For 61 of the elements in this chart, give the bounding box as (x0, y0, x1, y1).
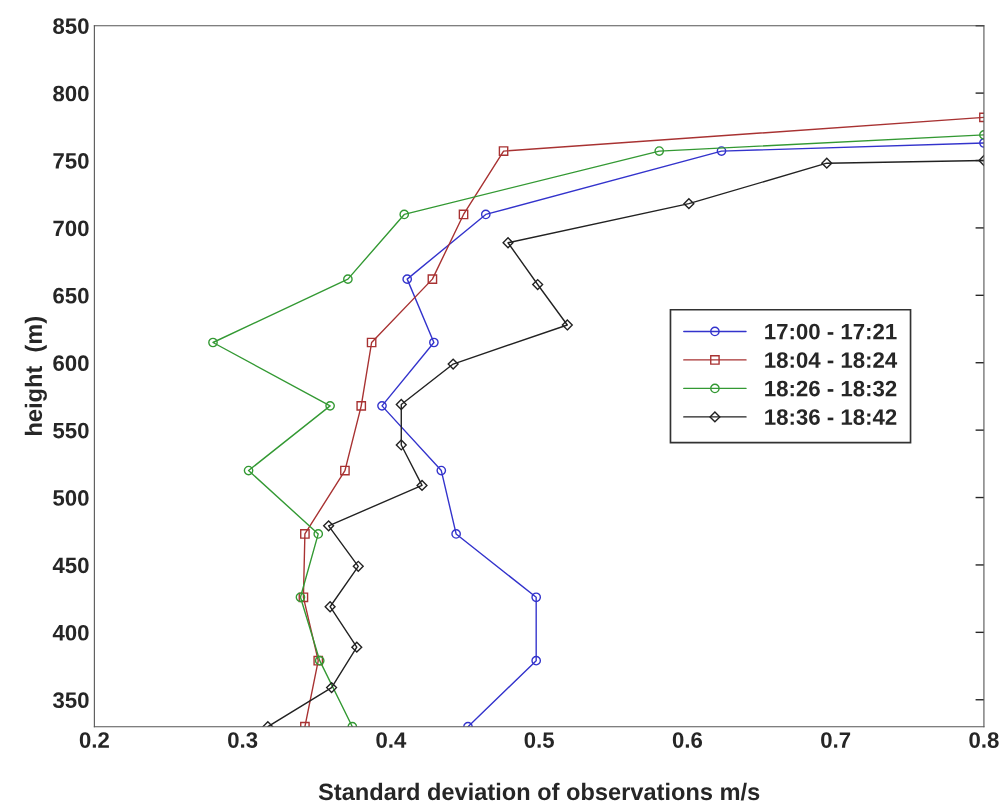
x-tick-label: 0.3 (228, 732, 258, 748)
point (498, 146, 509, 156)
point (395, 398, 407, 411)
point (561, 319, 573, 331)
point (654, 146, 665, 156)
y-tick-label: 800 (53, 85, 89, 102)
point (427, 274, 438, 285)
point (325, 401, 335, 411)
legend-label: 18:26 - 18:32 (765, 380, 897, 397)
point (458, 209, 469, 220)
point (208, 337, 218, 348)
x-tick-label: 0.6 (672, 732, 703, 748)
point (447, 358, 459, 370)
y-tick-label: 750 (53, 153, 89, 169)
x-tick-label: 0.8 (969, 732, 999, 748)
point (313, 529, 324, 539)
point (324, 601, 336, 613)
y-tick-label: 400 (52, 624, 89, 641)
point (351, 641, 363, 653)
point (416, 479, 428, 492)
y-tick-label: 650 (53, 287, 89, 304)
point (532, 278, 544, 291)
point (377, 401, 387, 411)
y-tick-label: 850 (53, 18, 89, 34)
point (683, 198, 695, 210)
x-tick-label: 0.7 (821, 732, 851, 748)
y-tick-label: 700 (53, 220, 89, 237)
point (340, 465, 350, 476)
point (343, 274, 353, 285)
point (429, 337, 439, 348)
point (323, 520, 335, 532)
point (300, 529, 310, 539)
y-tick-label: 550 (53, 422, 89, 439)
x-tick-label: 0.5 (524, 732, 554, 748)
point (366, 337, 377, 348)
point (356, 401, 367, 411)
point (821, 157, 833, 169)
point (716, 146, 727, 156)
point (243, 465, 254, 476)
point (399, 209, 410, 220)
legend-label: 17:00 - 17:21 (765, 323, 897, 340)
y-axis-title: height (m) (24, 317, 47, 435)
point (325, 682, 338, 694)
legend-label: 18:04 - 18:24 (765, 352, 898, 368)
y-tick-label: 500 (53, 490, 89, 506)
point (480, 209, 491, 220)
point (531, 592, 542, 603)
point (402, 274, 413, 285)
y-tick-label: 600 (53, 355, 89, 371)
point (352, 560, 364, 572)
y-tick-label: 350 (52, 692, 89, 709)
point (436, 465, 447, 476)
x-tick-label: 0.4 (376, 732, 407, 748)
point (502, 237, 514, 249)
point (395, 439, 407, 451)
legend-label: 18:36 - 18:42 (765, 409, 897, 425)
point (531, 655, 542, 666)
y-tick-label: 450 (52, 557, 89, 574)
point (451, 529, 461, 539)
x-axis-title: Standard deviation of observations m/s (318, 782, 760, 801)
x-tick-label: 0.2 (79, 732, 109, 748)
